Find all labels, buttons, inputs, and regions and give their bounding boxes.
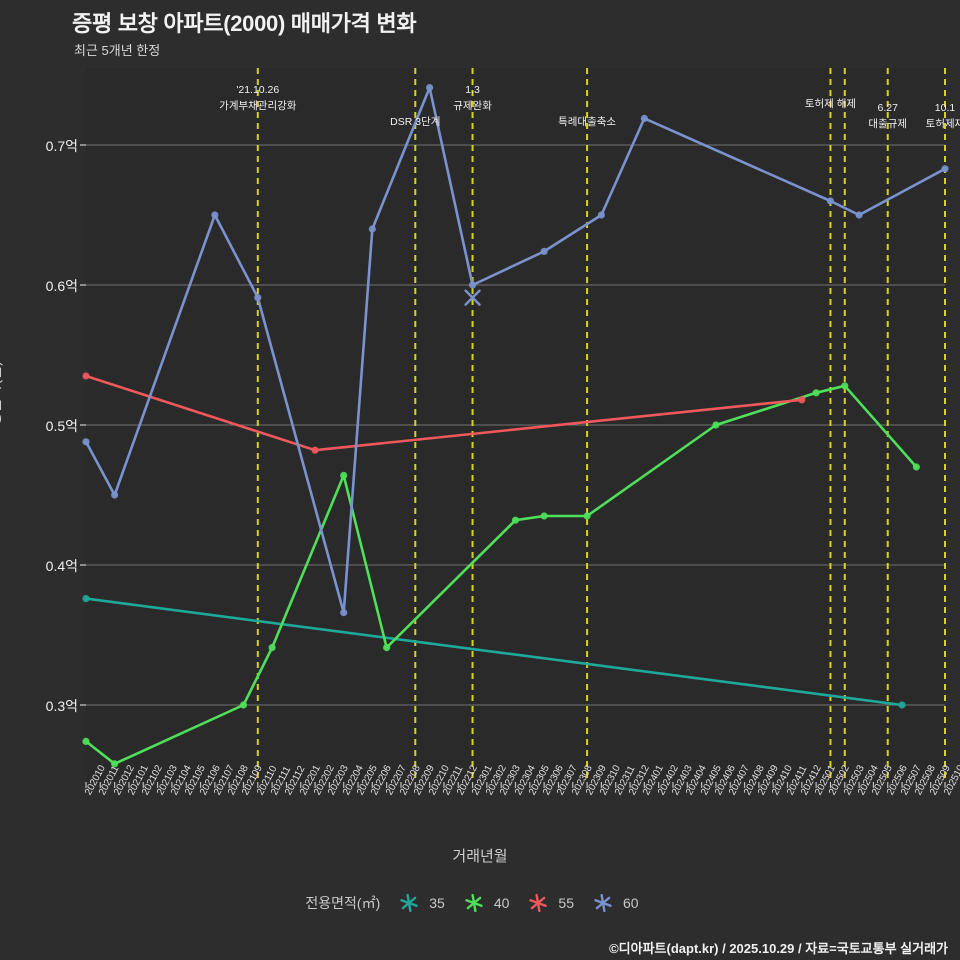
- data-point: [941, 165, 949, 173]
- data-point: [712, 421, 720, 429]
- legend-item-60[interactable]: 60: [590, 893, 639, 913]
- data-point: [841, 382, 849, 390]
- data-point: [211, 211, 219, 219]
- event-label-line2: 토허제 해제: [804, 98, 857, 110]
- legend-star-icon: [595, 896, 611, 910]
- legend-item-label: 55: [558, 895, 574, 911]
- event-label-line1: 1.3: [465, 84, 480, 96]
- event-label: 토허제 해제: [805, 94, 856, 111]
- legend-star-icon: [400, 893, 418, 913]
- legend-item-label: 35: [429, 895, 445, 911]
- data-point: [268, 644, 276, 652]
- chart-legend: 전용면적(㎡) 35 40 55 60: [0, 893, 960, 913]
- event-label-line1: 10.1: [934, 102, 956, 114]
- y-tick-label: 0.5억: [45, 418, 78, 434]
- page-title: 증평 보창 아파트(2000) 매매가격 변화: [72, 11, 417, 36]
- legend-star-icon: [465, 893, 483, 913]
- data-point: [311, 446, 319, 454]
- y-tick-label: 0.4억: [45, 558, 78, 574]
- y-axis-ticks: 0.7억 0.6억 0.5억 0.4억 0.3억: [0, 0, 78, 960]
- data-point: [111, 760, 119, 768]
- y-tick-label: 0.7억: [45, 138, 78, 154]
- event-label-line2: DSR 3단계: [390, 116, 441, 128]
- event-label-line2: 대출규제: [868, 118, 908, 130]
- series-line-60: [84, 86, 947, 614]
- event-label-line1: 6.27: [877, 102, 898, 114]
- data-point: [368, 225, 376, 233]
- y-tick-label: 0.6억: [45, 278, 78, 294]
- event-label-line2: 특례대출축소: [558, 116, 617, 128]
- legend-title: 전용면적(㎡): [305, 895, 381, 911]
- page-subtitle: 최근 5개년 한정: [74, 43, 161, 58]
- data-point: [82, 595, 90, 603]
- data-point: [468, 281, 477, 289]
- data-point: [254, 294, 262, 302]
- event-label-line2: 가계부채관리강화: [219, 100, 297, 112]
- legend-item-55[interactable]: 55: [525, 893, 574, 913]
- event-label: '21.10.26 가계부채관리강화: [219, 84, 296, 113]
- legend-star-icon: [594, 893, 612, 913]
- data-point: [82, 372, 90, 380]
- data-point: [340, 471, 348, 479]
- legend-item-40[interactable]: 40: [461, 893, 510, 913]
- data-point: [426, 84, 434, 92]
- legend-star-icon: [531, 896, 546, 910]
- legend-item-35[interactable]: 35: [396, 893, 445, 913]
- data-point: [855, 211, 863, 219]
- event-label-line2: 규제완화: [453, 100, 492, 112]
- data-point: [540, 247, 548, 255]
- isolated-x-marker: [464, 289, 481, 306]
- data-point: [812, 389, 820, 397]
- event-label-line1: '21.10.26: [236, 84, 280, 96]
- footer-credit: ©디아파트(dapt.kr) / 2025.10.29 / 자료=국토교통부 실…: [609, 941, 948, 956]
- x-axis-label: 거래년월: [452, 848, 508, 865]
- data-point: [239, 701, 248, 709]
- data-point: [82, 737, 90, 746]
- data-point: [383, 644, 391, 652]
- legend-star-icon: [401, 896, 417, 910]
- y-axis-label: 평균가(원): [0, 360, 4, 427]
- legend-star-icon: [529, 893, 548, 913]
- data-point: [111, 491, 119, 499]
- data-point: [340, 609, 348, 617]
- data-point: [826, 197, 835, 205]
- event-label-line2: 토허제재: [925, 118, 960, 130]
- event-label: 특례대출축소: [558, 112, 616, 129]
- data-point: [583, 512, 591, 520]
- event-label: DSR 3단계: [390, 112, 440, 129]
- data-point: [511, 516, 520, 524]
- legend-star-icon: [466, 896, 482, 910]
- data-point: [540, 512, 548, 520]
- legend-item-label: 60: [623, 895, 639, 911]
- data-point: [898, 701, 906, 709]
- event-label: 10.1 토허제재: [926, 102, 960, 131]
- y-tick-label: 0.3억: [45, 698, 78, 714]
- data-point: [798, 396, 806, 404]
- event-label: 6.27 대출규제: [868, 102, 907, 131]
- data-point: [597, 211, 606, 219]
- series-line-35: [84, 597, 904, 707]
- legend-item-label: 40: [493, 895, 510, 911]
- data-point: [912, 463, 920, 471]
- event-label: 1.3 규제완화: [453, 84, 492, 113]
- data-point: [640, 114, 648, 123]
- data-point: [82, 438, 90, 446]
